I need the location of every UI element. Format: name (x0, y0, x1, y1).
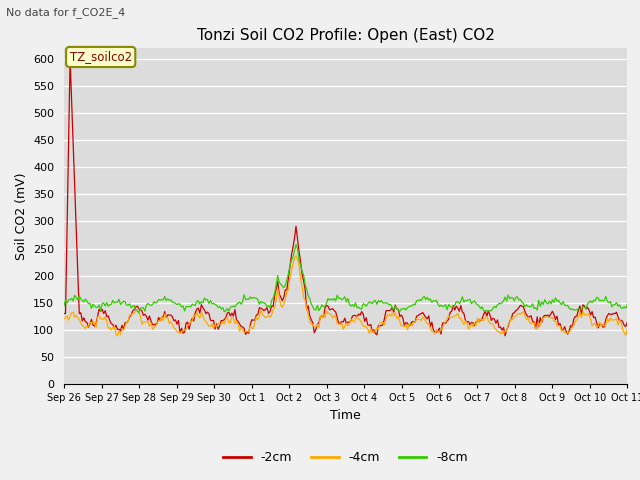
Y-axis label: Soil CO2 (mV): Soil CO2 (mV) (15, 172, 28, 260)
Text: TZ_soilco2: TZ_soilco2 (70, 50, 132, 63)
Text: No data for f_CO2E_4: No data for f_CO2E_4 (6, 7, 125, 18)
Legend: -2cm, -4cm, -8cm: -2cm, -4cm, -8cm (218, 446, 473, 469)
X-axis label: Time: Time (330, 408, 361, 421)
Title: Tonzi Soil CO2 Profile: Open (East) CO2: Tonzi Soil CO2 Profile: Open (East) CO2 (196, 28, 495, 43)
